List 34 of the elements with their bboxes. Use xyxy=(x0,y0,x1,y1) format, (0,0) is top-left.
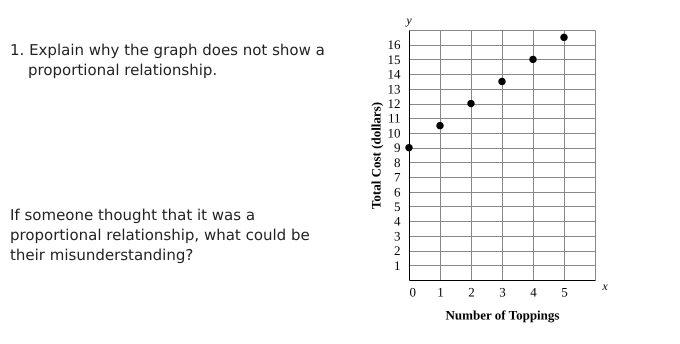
x-tick-label: 3 xyxy=(499,284,506,300)
y-tick-label: 16 xyxy=(388,37,401,52)
x-tick-label: 1 xyxy=(437,284,444,300)
point xyxy=(529,56,537,64)
point xyxy=(467,100,475,108)
y-tick-label: 7 xyxy=(394,170,401,185)
y-tick-label: 12 xyxy=(388,96,400,112)
y-tick-label: 2 xyxy=(394,243,400,258)
point xyxy=(498,78,506,86)
y-tick-label: 6 xyxy=(394,184,401,200)
text: 1. Explain why the graph does not show a proportional relationship. xyxy=(10,41,325,79)
y-tick-label: 14 xyxy=(388,66,401,82)
y-tick-label: 3 xyxy=(394,228,400,244)
text: x xyxy=(601,279,608,293)
y-tick-label: 1 xyxy=(394,258,400,273)
y-tick-label: 13 xyxy=(388,81,400,96)
y-tick-label: 5 xyxy=(394,198,400,214)
y-tick-label: 11 xyxy=(388,110,400,126)
y-tick-label: 4 xyxy=(394,214,401,229)
y-tick-label: 9 xyxy=(394,140,400,156)
y-axis-title: Total Cost (dollars) xyxy=(368,102,384,210)
y-tick-label: 15 xyxy=(388,52,400,67)
text: If someone thought that it was a proportional relationship, what could be their misunderstanding? xyxy=(10,206,310,264)
point xyxy=(560,34,568,42)
text: y xyxy=(405,13,412,27)
point xyxy=(405,144,413,152)
point xyxy=(436,122,444,130)
y-tick-label: 8 xyxy=(394,154,400,170)
x-tick-label: 5 xyxy=(561,284,568,300)
x-tick-label: 0 xyxy=(410,284,416,300)
x-tick-label: 4 xyxy=(530,284,538,300)
x-tick-label: 2 xyxy=(468,284,475,300)
x-axis-title: Number of Toppings xyxy=(446,308,560,322)
y-tick-label: 10 xyxy=(388,125,400,140)
